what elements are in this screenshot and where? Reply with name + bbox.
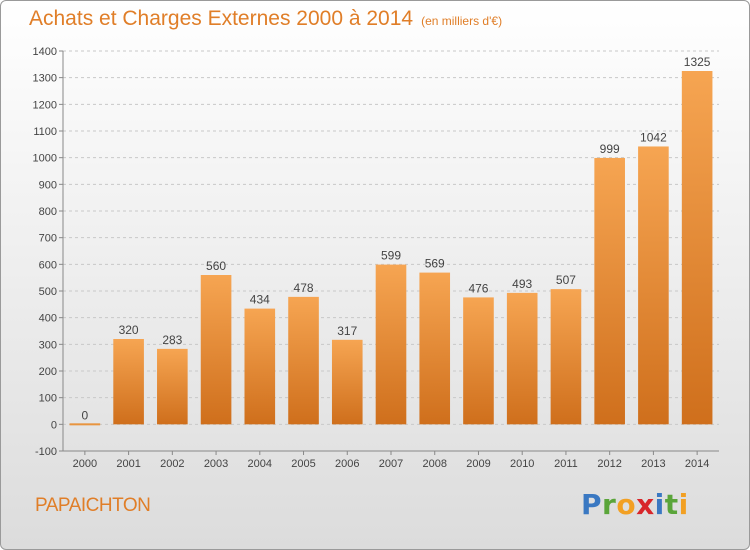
bar bbox=[288, 296, 319, 425]
bar bbox=[550, 289, 582, 425]
data-label: 507 bbox=[556, 273, 576, 287]
bar bbox=[681, 71, 713, 425]
x-tick-label: 2006 bbox=[335, 458, 359, 470]
logo-letter: o bbox=[616, 488, 637, 521]
bar bbox=[157, 348, 188, 425]
bars bbox=[69, 71, 713, 426]
data-label: 569 bbox=[425, 257, 445, 271]
data-label: 0 bbox=[82, 408, 89, 422]
chart-title-text: Achats et Charges Externes 2000 à 2014 bbox=[29, 7, 414, 30]
data-label: 599 bbox=[381, 249, 401, 263]
chart-subtitle: (en milliers d'€) bbox=[421, 14, 503, 28]
bar bbox=[200, 275, 232, 425]
data-label: 476 bbox=[468, 281, 488, 295]
x-tick-label: 2003 bbox=[204, 458, 228, 470]
bar bbox=[375, 264, 407, 425]
bar bbox=[594, 157, 625, 425]
x-tick-label: 2008 bbox=[422, 458, 446, 470]
y-tick-label: 0 bbox=[51, 419, 57, 431]
logo-letter: i bbox=[678, 488, 689, 521]
x-tick-label: 2009 bbox=[466, 458, 490, 470]
y-tick-label: 1000 bbox=[33, 153, 57, 165]
bar bbox=[506, 292, 538, 425]
y-tick-label: 1400 bbox=[33, 46, 57, 58]
bar bbox=[113, 339, 144, 425]
y-tick-label: 1100 bbox=[33, 126, 57, 138]
y-tick-label: 100 bbox=[39, 393, 57, 405]
logo-letter: r bbox=[602, 488, 617, 521]
y-tick-label: 300 bbox=[39, 339, 57, 351]
data-label: 999 bbox=[600, 142, 620, 156]
data-label: 320 bbox=[119, 323, 139, 337]
logo-letter: P bbox=[581, 488, 603, 521]
bar bbox=[638, 146, 669, 425]
x-tick-label: 2001 bbox=[116, 458, 140, 470]
bar bbox=[463, 297, 494, 425]
commune-name: PAPAICHTON bbox=[35, 495, 151, 516]
y-tick-label: 800 bbox=[39, 206, 57, 218]
data-label: 317 bbox=[337, 324, 357, 338]
data-label: 478 bbox=[294, 281, 314, 295]
x-tick-label: 2002 bbox=[160, 458, 184, 470]
y-tick-label: -100 bbox=[35, 446, 57, 458]
logo-letter: i bbox=[654, 488, 665, 521]
y-tick-label: 1200 bbox=[33, 99, 57, 111]
x-tick-label: 2012 bbox=[597, 458, 621, 470]
bar bbox=[419, 272, 451, 425]
x-tick-label: 2005 bbox=[291, 458, 315, 470]
y-tick-label: 900 bbox=[39, 179, 57, 191]
x-tick-label: 2000 bbox=[73, 458, 97, 470]
logo-letter: x bbox=[636, 488, 655, 521]
x-tick-label: 2014 bbox=[685, 458, 709, 470]
y-tick-label: 700 bbox=[39, 233, 57, 245]
data-label: 1042 bbox=[640, 130, 667, 144]
bar bbox=[69, 423, 101, 426]
bar bbox=[244, 308, 276, 425]
x-tick-label: 2013 bbox=[641, 458, 665, 470]
proxiti-logo: Proxiti bbox=[581, 488, 689, 521]
x-tick-label: 2004 bbox=[248, 458, 272, 470]
y-tick-labels: -100 0 100 200 300 400 500 600 700 800 900 1000 1100… bbox=[33, 46, 57, 458]
y-tick-label: 200 bbox=[39, 366, 57, 378]
data-label: 493 bbox=[512, 277, 532, 291]
x-tick-labels: 2000 2001 2002 2003 2004 2005 2006 2007 2008 2009… bbox=[73, 458, 710, 470]
bar bbox=[331, 339, 363, 425]
y-tick-label: 600 bbox=[39, 259, 57, 271]
data-labels: 0 320 283 560 434 478 317 599 569 476 493 507 999 104… bbox=[82, 55, 711, 422]
y-tick-label: 400 bbox=[39, 313, 57, 325]
x-tick-label: 2011 bbox=[554, 458, 578, 470]
logo-letter: t bbox=[664, 488, 679, 521]
axes bbox=[59, 50, 719, 455]
y-tick-label: 500 bbox=[39, 286, 57, 298]
data-label: 1325 bbox=[684, 55, 711, 69]
data-label: 434 bbox=[250, 293, 270, 307]
data-label: 283 bbox=[162, 333, 182, 347]
x-tick-label: 2007 bbox=[379, 458, 403, 470]
data-label: 560 bbox=[206, 259, 226, 273]
y-tick-label: 1300 bbox=[33, 73, 57, 85]
chart-title: Achats et Charges Externes 2000 à 2014 (e… bbox=[29, 7, 502, 31]
x-tick-label: 2010 bbox=[510, 458, 534, 470]
